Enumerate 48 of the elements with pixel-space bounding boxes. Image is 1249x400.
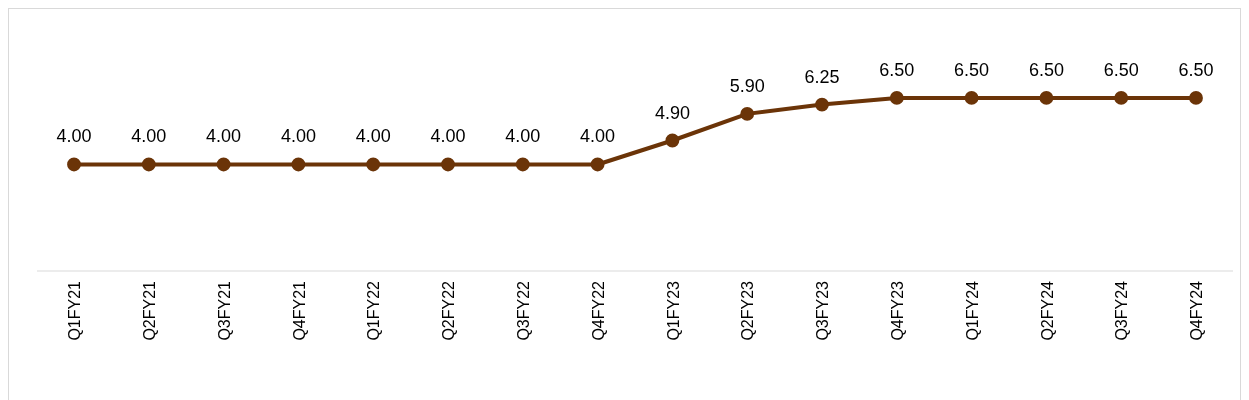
x-tick-label: Q4FY22: [589, 280, 607, 341]
x-tick-label: Q2FY22: [440, 280, 458, 341]
data-label: 4.00: [355, 126, 391, 147]
point: [964, 91, 979, 105]
x-tick-label: Q1FY22: [365, 280, 383, 341]
x-tick-label: Q2FY24: [1038, 280, 1056, 341]
data-label: 5.90: [729, 75, 765, 96]
data-label: 6.50: [954, 59, 990, 80]
point: [67, 157, 81, 172]
x-tick-label: Q2FY23: [739, 280, 757, 341]
data-label: 6.25: [804, 66, 840, 87]
x-tick-label: Q3FY23: [814, 280, 832, 341]
point: [889, 91, 904, 105]
data-label: 4.00: [206, 126, 242, 147]
data-label: 4.90: [654, 102, 690, 123]
point: [815, 97, 829, 112]
data-label: 4.00: [430, 126, 466, 147]
data-label: 4.00: [131, 126, 167, 147]
x-tick-label: Q4FY24: [1188, 280, 1206, 341]
x-tick-label: Q1FY21: [66, 280, 84, 341]
x-tick-label: Q4FY21: [290, 280, 308, 341]
point: [1189, 91, 1203, 105]
x-tick-label: Q4FY23: [888, 280, 906, 341]
data-label: 4.00: [56, 126, 92, 147]
data-label: 6.50: [1178, 59, 1214, 80]
point: [1039, 91, 1054, 105]
x-tick-label: Q3FY24: [1113, 280, 1131, 341]
point: [740, 106, 755, 121]
point: [141, 157, 156, 172]
point: [441, 157, 455, 172]
x-tick-label: Q3FY21: [215, 280, 233, 341]
data-label: 6.50: [1103, 59, 1139, 80]
point: [1114, 91, 1129, 105]
point: [216, 157, 231, 172]
data-label: 4.00: [580, 126, 616, 147]
x-tick-label: Q2FY21: [140, 280, 158, 341]
point: [291, 157, 306, 172]
x-tick-label: Q3FY22: [514, 280, 532, 341]
data-label: 4.00: [280, 126, 316, 147]
x-tick-label: Q1FY24: [963, 280, 981, 341]
point: [590, 157, 605, 172]
point: [665, 133, 680, 148]
data-label: 6.50: [879, 59, 915, 80]
data-label: 6.50: [1028, 59, 1064, 80]
point: [515, 157, 530, 172]
x-tick-label: Q1FY23: [664, 280, 682, 341]
point: [366, 157, 381, 172]
data-label: 4.00: [505, 126, 541, 147]
